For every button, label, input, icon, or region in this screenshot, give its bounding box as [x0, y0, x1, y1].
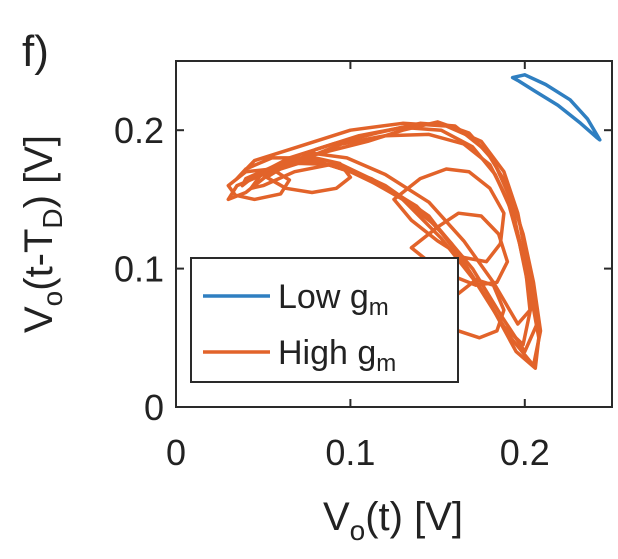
- y-tick-label: 0.2: [114, 110, 164, 151]
- legend-box: [190, 257, 459, 383]
- y-axis-label: Vo(t-TD) [V]: [17, 135, 68, 333]
- x-tick-label: 0.2: [500, 432, 550, 473]
- series-high-gm-loop: [392, 167, 506, 264]
- series-high-gm-loop: [249, 121, 543, 368]
- legend: Low gm High gm: [190, 257, 459, 383]
- y-tick-label: 0.1: [114, 249, 164, 290]
- x-axis-label: Vo(t) [V]: [323, 495, 463, 546]
- y-tick-label: 0: [144, 387, 164, 428]
- legend-label-high: High gm: [278, 334, 396, 377]
- series-low-gm-loop: [510, 73, 602, 142]
- x-tick-label: 0.1: [325, 432, 375, 473]
- panel-label: f): [22, 27, 49, 76]
- legend-label-low: Low gm: [278, 278, 389, 321]
- plot-frame: [175, 60, 613, 408]
- series-high-gm-loop: [264, 156, 353, 195]
- series-layer: [226, 73, 602, 370]
- x-tick-label: 0: [166, 432, 186, 473]
- series-high-gm-loop: [226, 167, 292, 202]
- tick-layer: 0 0.1 0.2 0 0.1 0.2: [114, 61, 612, 473]
- series-high-gm-loop: [299, 125, 532, 326]
